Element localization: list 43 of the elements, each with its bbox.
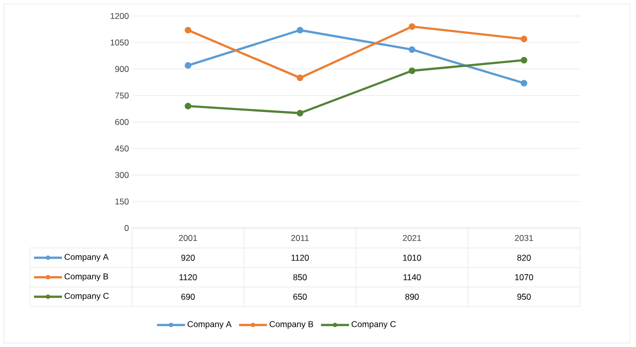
y-tick-label: 600 [115,118,129,125]
legend-label: Company C [64,292,109,301]
data-label: 920 [181,254,195,261]
data-label: 820 [517,254,531,261]
y-tick-label: 900 [115,66,129,72]
y-tick-label: 450 [114,145,129,152]
data-label: 1010 [403,254,422,261]
point [408,67,416,74]
point [520,56,528,64]
point [184,26,192,34]
y-tick-label: 1200 [110,12,129,19]
data-label: 1120 [292,254,309,261]
point [520,36,528,42]
point [296,26,304,34]
data-label: 1070 [515,274,534,280]
point [408,46,416,53]
text: Company A [188,321,232,329]
x-tick-label: 2021 [402,234,422,241]
text: Company B [270,321,314,329]
point [184,102,192,110]
x-tick-label: 2031 [514,234,534,241]
point [520,80,528,86]
point [296,110,304,116]
data-label: 950 [517,294,531,300]
data-label: 850 [293,274,307,280]
data-label: 890 [405,294,419,300]
data-label: 690 [181,294,195,300]
data-label: 1140 [404,274,421,280]
point [408,23,416,30]
legend-label: Company B [64,273,108,282]
y-tick-label: 750 [115,92,129,98]
point [296,74,304,82]
x-tick-label: 2001 [178,234,198,241]
text: Company C [352,321,396,329]
y-tick-label: 300 [115,172,129,178]
data-label: 650 [293,294,307,300]
y-tick-label: 1050 [110,39,129,46]
legend-label: Company A [64,254,109,262]
data-label: 1120 [180,274,197,280]
point [184,62,192,69]
x-tick-label: 2011 [291,234,309,241]
y-tick-label: 0 [124,224,129,231]
y-tick-label: 150 [115,198,129,204]
